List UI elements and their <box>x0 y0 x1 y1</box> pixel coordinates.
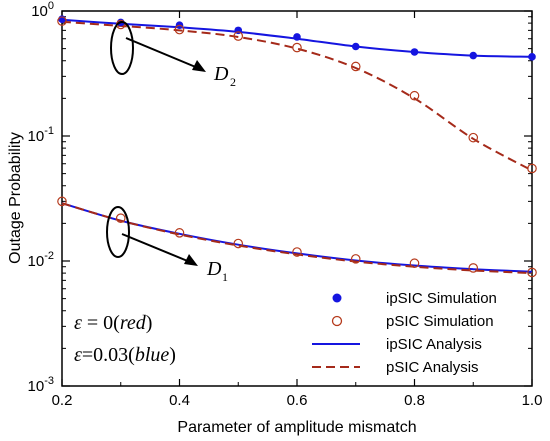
x-tick-label: 0.4 <box>169 392 190 409</box>
y-axis-label: Outage Probability <box>7 132 24 264</box>
d2-pSIC-simulation-point <box>468 132 479 143</box>
d2-ipSIC-simulation-point <box>410 48 419 56</box>
y-tick-label: 10-1 <box>28 125 54 145</box>
d2-label: D <box>213 63 229 85</box>
d1-pSIC-simulation-point <box>115 213 126 223</box>
d1-group-ellipse <box>106 206 130 258</box>
d1-arrow-head <box>184 254 198 266</box>
d2-group-ellipse <box>110 21 134 75</box>
d1-pSIC-simulation-point <box>174 228 185 238</box>
legend-psic-ana-label: pSIC Analysis <box>386 359 479 376</box>
x-tick-label: 0.2 <box>52 392 73 409</box>
x-tick-label: 0.8 <box>404 392 425 409</box>
legend: ipSIC Simulation pSIC Simulation ipSIC A… <box>312 290 497 376</box>
epsilon-blue-label: ε=0.03(blue) <box>74 344 176 366</box>
y-tick-label: 10-3 <box>28 375 54 395</box>
d2-pSIC-simulation-point <box>57 16 67 26</box>
legend-psic-sim-marker <box>331 315 343 327</box>
d1-arrow <box>121 233 191 263</box>
d1-pSIC-simulation-point <box>409 258 420 269</box>
legend-ipsic-ana-label: ipSIC Analysis <box>386 336 482 353</box>
legend-ipsic-sim-label: ipSIC Simulation <box>386 290 497 307</box>
d2-pSIC-simulation-point <box>350 61 361 72</box>
legend-psic-sim-label: pSIC Simulation <box>386 313 494 330</box>
d2-arrow <box>125 37 199 69</box>
y-tick-label: 10-2 <box>28 250 54 270</box>
d2-pSIC-simulation-point <box>233 31 244 41</box>
d2-pSIC-simulation-point <box>174 24 185 35</box>
legend-ipsic-sim-marker <box>332 293 342 303</box>
d2-pSIC-simulation-point <box>292 42 302 53</box>
d2-pSIC-simulation-point <box>527 163 537 174</box>
d1-pSIC-simulation-point <box>292 247 302 257</box>
d2-arrow-head <box>192 60 206 72</box>
d1-pSIC-simulation-point <box>233 238 244 249</box>
d1-pSIC-simulation-point <box>57 196 67 207</box>
d1-pSIC-simulation-point <box>527 267 537 278</box>
d1-subscript: 1 <box>222 270 228 284</box>
d2-ipSIC-simulation-point <box>528 53 536 61</box>
x-tick-label: 0.6 <box>287 392 308 409</box>
d2-pSIC-simulation-point <box>409 90 420 101</box>
d1-label: D <box>206 258 222 280</box>
d2-ipSIC-simulation-point <box>351 42 360 51</box>
d2-ipSIC-simulation-point <box>469 51 478 60</box>
d2-ipSIC-simulation-point <box>293 33 301 41</box>
d1-pSIC-simulation-point <box>350 254 361 264</box>
d2-subscript: 2 <box>230 75 236 89</box>
y-tick-label: 100 <box>31 0 54 20</box>
x-tick-label: 1.0 <box>522 392 543 409</box>
d1-pSIC-analysis-line <box>61 202 533 275</box>
d1-pSIC-simulation-point <box>468 263 479 273</box>
x-axis-label: Parameter of amplitude mismatch <box>177 419 416 436</box>
epsilon-red-label: ε = 0(red) <box>74 312 152 334</box>
